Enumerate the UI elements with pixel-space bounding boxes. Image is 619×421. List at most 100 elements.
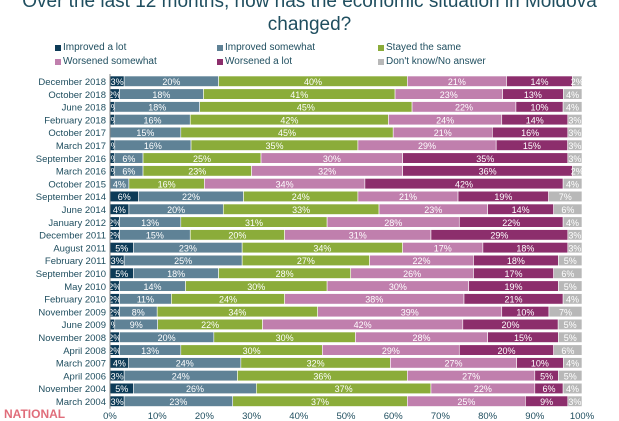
data-label: 3% bbox=[111, 256, 124, 266]
legend-label: Improved a lot bbox=[63, 42, 127, 53]
category-label: March 2007 bbox=[56, 359, 106, 370]
data-label: 24% bbox=[219, 295, 237, 305]
x-tick-label: 40% bbox=[289, 411, 309, 421]
data-label: 26% bbox=[186, 384, 204, 394]
data-label: 4% bbox=[113, 205, 126, 215]
data-label: 5% bbox=[115, 243, 128, 253]
data-label: 30% bbox=[247, 282, 265, 292]
bar-segment bbox=[548, 190, 583, 202]
data-label: 6% bbox=[122, 167, 135, 177]
legend-swatch bbox=[217, 58, 223, 65]
data-label: 6% bbox=[118, 192, 131, 202]
data-label: 3% bbox=[111, 77, 124, 87]
bar-segment bbox=[558, 370, 583, 382]
data-label: 18% bbox=[148, 103, 166, 113]
bar-segment bbox=[572, 165, 583, 177]
data-label: 10% bbox=[516, 307, 534, 317]
bar-segment bbox=[562, 216, 583, 228]
bar-segment bbox=[567, 126, 583, 138]
data-label: 6% bbox=[561, 269, 574, 279]
data-label: 11% bbox=[137, 295, 154, 305]
data-label: 31% bbox=[245, 218, 263, 228]
data-label: 27% bbox=[297, 256, 315, 266]
data-label: 15% bbox=[523, 141, 541, 151]
data-label: 1% bbox=[106, 167, 119, 177]
data-label: 22% bbox=[201, 320, 219, 330]
data-label: 5% bbox=[564, 320, 577, 330]
category-label: February 2010 bbox=[44, 295, 106, 306]
data-label: 37% bbox=[311, 397, 329, 407]
data-label: 6% bbox=[561, 346, 574, 356]
data-label: 6% bbox=[542, 384, 555, 394]
bar-segment bbox=[567, 242, 583, 254]
data-label: 1% bbox=[106, 154, 119, 164]
data-label: 30% bbox=[389, 282, 407, 292]
data-label: 5% bbox=[564, 333, 577, 343]
category-label: October 2018 bbox=[48, 90, 106, 101]
data-label: 14% bbox=[526, 115, 544, 125]
data-label: 30% bbox=[323, 154, 341, 164]
data-label: 2% bbox=[108, 295, 121, 305]
x-tick-label: 30% bbox=[242, 411, 262, 421]
data-label: 2% bbox=[571, 167, 584, 177]
bar-segment bbox=[567, 229, 583, 241]
x-tick-label: 70% bbox=[431, 411, 451, 421]
data-label: 32% bbox=[318, 167, 336, 177]
data-label: 10% bbox=[531, 359, 549, 369]
data-label: 17% bbox=[434, 243, 452, 253]
data-label: 27% bbox=[444, 359, 462, 369]
category-label: August 2011 bbox=[53, 243, 106, 254]
x-tick-label: 20% bbox=[195, 411, 215, 421]
data-label: 23% bbox=[169, 397, 187, 407]
data-label: 5% bbox=[115, 384, 128, 394]
data-label: 4% bbox=[566, 384, 579, 394]
data-label: 29% bbox=[490, 231, 508, 241]
bar-segment bbox=[567, 152, 583, 164]
data-label: 2% bbox=[108, 333, 121, 343]
data-label: 4% bbox=[566, 103, 579, 113]
category-label: May 2010 bbox=[64, 282, 106, 293]
data-label: 4% bbox=[113, 359, 126, 369]
data-label: 26% bbox=[403, 269, 421, 279]
legend-item: Stayed the same bbox=[378, 42, 461, 53]
data-label: 1% bbox=[106, 103, 119, 113]
data-label: 21% bbox=[434, 128, 452, 138]
data-label: 7% bbox=[559, 307, 572, 317]
bar-segment bbox=[548, 306, 583, 318]
data-label: 2% bbox=[108, 90, 121, 100]
category-label: December 2018 bbox=[38, 77, 106, 88]
data-label: 33% bbox=[292, 205, 310, 215]
category-label: September 2010 bbox=[36, 269, 106, 280]
data-label: 3% bbox=[568, 141, 581, 151]
data-label: 24% bbox=[176, 359, 194, 369]
bar-segment bbox=[558, 254, 583, 266]
data-label: 4% bbox=[566, 218, 579, 228]
data-label: 16% bbox=[143, 115, 161, 125]
data-label: 19% bbox=[494, 192, 512, 202]
data-label: 5% bbox=[115, 269, 128, 279]
data-label: 16% bbox=[521, 128, 539, 138]
data-label: 4% bbox=[566, 179, 579, 189]
data-label: 40% bbox=[304, 77, 322, 87]
data-label: 9% bbox=[130, 320, 143, 330]
legend-swatch bbox=[378, 44, 384, 51]
data-label: 30% bbox=[276, 333, 294, 343]
data-label: 9% bbox=[540, 397, 553, 407]
data-label: 20% bbox=[167, 205, 185, 215]
category-label: September 2014 bbox=[36, 192, 106, 203]
data-label: 37% bbox=[335, 384, 353, 394]
logo: NATIONAL bbox=[4, 407, 66, 421]
bar-segment bbox=[562, 382, 583, 395]
bar-segment bbox=[567, 114, 583, 126]
data-label: 36% bbox=[313, 371, 331, 381]
legend-swatch bbox=[55, 44, 61, 51]
legend-swatch bbox=[55, 58, 61, 65]
category-label: October 2015 bbox=[48, 179, 106, 190]
data-label: 34% bbox=[228, 307, 246, 317]
category-label: February 2018 bbox=[44, 115, 106, 126]
data-label: 42% bbox=[354, 320, 372, 330]
bar-segment bbox=[553, 344, 583, 356]
data-label: 28% bbox=[276, 269, 294, 279]
data-label: 4% bbox=[566, 359, 579, 369]
x-tick-label: 90% bbox=[525, 411, 545, 421]
